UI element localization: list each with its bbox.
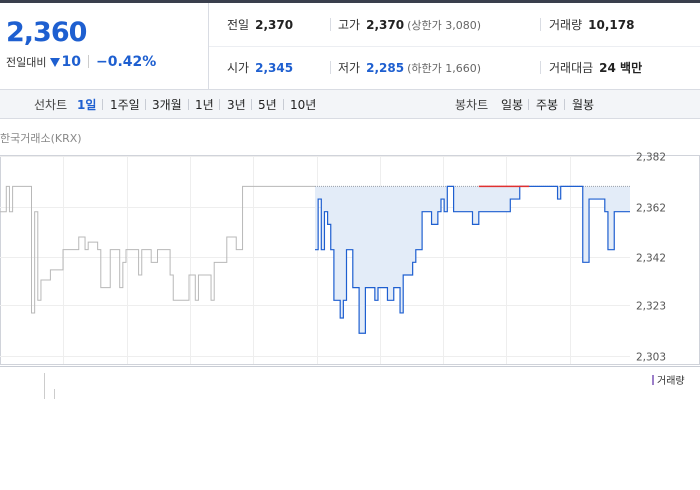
amount-value: 24 백만	[599, 61, 643, 75]
prev-close: 전일 2,370	[227, 16, 293, 33]
open-price: 시가 2,345	[227, 59, 293, 76]
open-value: 2,345	[255, 61, 294, 75]
series-line-previous-day	[0, 185, 315, 314]
divider	[330, 61, 331, 74]
divider	[540, 61, 541, 74]
change-row: 전일대비 10 −0.42%	[6, 54, 156, 70]
divider	[564, 99, 565, 110]
y-tick-label: 2,382	[636, 152, 666, 164]
high-label: 고가	[338, 18, 361, 32]
change-label: 전일대비	[6, 56, 47, 69]
volume-legend: 거래량	[652, 372, 685, 387]
price-chart: 2,382 2,362 2,342 2,323 2,303	[0, 152, 700, 365]
low-value: 2,285	[366, 61, 405, 75]
tab-5year[interactable]: 5년	[258, 98, 277, 112]
upper-limit: (상한가 3,080)	[407, 19, 481, 32]
top-border	[0, 0, 700, 3]
y-tick-label: 2,362	[636, 203, 666, 215]
volume-area	[0, 366, 700, 399]
tab-weekly-candle[interactable]: 주봉	[536, 98, 559, 112]
tab-monthly-candle[interactable]: 월봉	[572, 98, 595, 112]
amount-label: 거래대금	[549, 61, 594, 75]
lower-limit: (하한가 1,660)	[407, 62, 481, 75]
prev-close-label: 전일	[227, 18, 250, 32]
divider	[145, 99, 146, 110]
row-divider	[209, 46, 700, 47]
down-triangle-icon	[50, 58, 61, 67]
divider	[528, 99, 529, 110]
y-tick-label: 2,342	[636, 253, 666, 265]
price-box: 2,360 전일대비 10 −0.42%	[0, 3, 209, 89]
change-value: 10	[61, 54, 81, 70]
volume: 거래량 10,178	[549, 16, 634, 33]
volume-bar	[54, 389, 55, 399]
divider	[330, 18, 331, 31]
tab-1week[interactable]: 1주일	[110, 98, 140, 112]
quote-panel: 2,360 전일대비 10 −0.42% 전일 2,370 고가 2,370 (상한가 3…	[0, 3, 700, 90]
low-price: 저가 2,285 (하한가 1,660)	[338, 59, 481, 76]
open-label: 시가	[227, 61, 250, 75]
volume-legend-swatch	[652, 375, 654, 385]
y-tick-label: 2,323	[636, 301, 666, 313]
divider	[283, 99, 284, 110]
divider	[251, 99, 252, 110]
data-source: 한국거래소(KRX)	[0, 132, 82, 145]
line-chart-title: 선차트	[34, 98, 68, 112]
high-price: 고가 2,370 (상한가 3,080)	[338, 16, 481, 33]
tab-daily-candle[interactable]: 일봉	[501, 98, 524, 112]
divider	[188, 99, 189, 110]
series-line-today	[315, 185, 630, 334]
chart-period-tabs: 선차트 1일 1주일 3개월 1년 3년 5년 10년 봉차트 일봉 주봉 월봉	[0, 90, 700, 119]
change-percent: −0.42%	[95, 54, 157, 70]
tab-3month[interactable]: 3개월	[152, 98, 182, 112]
low-label: 저가	[338, 61, 361, 75]
volume-bar	[44, 373, 45, 399]
divider	[540, 18, 541, 31]
divider	[87, 55, 89, 68]
tab-1day[interactable]: 1일	[77, 98, 97, 112]
volume-value: 10,178	[588, 18, 635, 32]
tab-3year[interactable]: 3년	[227, 98, 246, 112]
volume-label: 거래량	[549, 18, 583, 32]
current-price: 2,360	[6, 17, 87, 48]
high-value: 2,370	[366, 18, 405, 32]
tab-10year[interactable]: 10년	[290, 98, 317, 112]
divider	[219, 99, 220, 110]
divider	[102, 99, 103, 110]
prev-close-value: 2,370	[255, 18, 294, 32]
volume-legend-label: 거래량	[657, 376, 685, 387]
tab-1year[interactable]: 1년	[195, 98, 214, 112]
y-tick-label: 2,303	[636, 352, 666, 364]
candle-chart-title: 봉차트	[455, 98, 489, 112]
trade-amount: 거래대금 24 백만	[549, 59, 642, 76]
